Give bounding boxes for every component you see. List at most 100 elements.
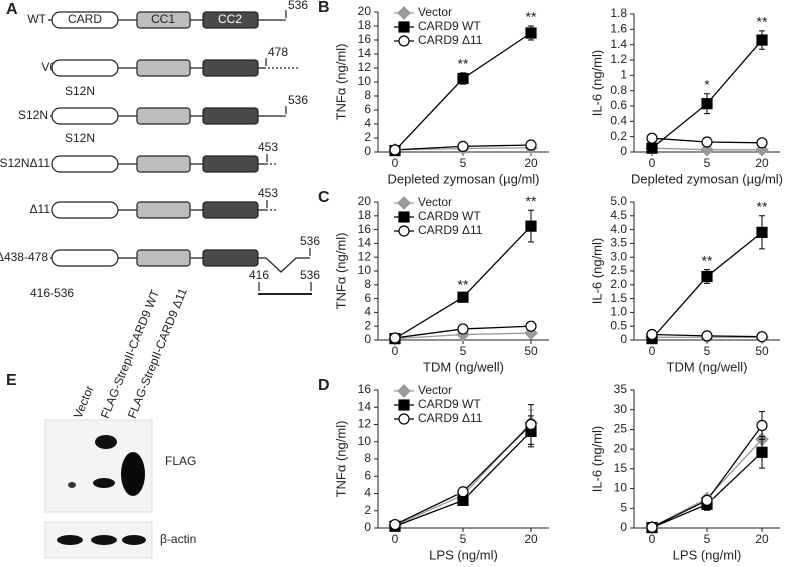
- y-tick-label: 0: [364, 520, 371, 534]
- legend-marker: [398, 21, 410, 33]
- card-domain: [51, 11, 119, 29]
- marker: [701, 270, 713, 283]
- y-tick-label: 8: [364, 277, 371, 291]
- end-label: 536: [300, 234, 320, 248]
- y-tick-label: 3.0: [610, 249, 627, 263]
- domain-label: CARD: [68, 12, 102, 26]
- marker: [701, 330, 713, 342]
- cc1-domain: [136, 249, 191, 267]
- y-tick-label: 0.8: [610, 83, 627, 97]
- y-tick-label: 0.5: [610, 318, 627, 332]
- card-domain: [51, 155, 119, 173]
- construct-name: S12N: [18, 108, 48, 122]
- card-domain: [51, 201, 119, 219]
- significance: **: [458, 56, 469, 72]
- y-tick-label: 6: [364, 468, 371, 482]
- band: [122, 535, 146, 545]
- row-label: β-actin: [160, 532, 196, 546]
- x-axis-label: Depleted zymosan (µg/ml): [388, 171, 540, 186]
- end-label: 536: [300, 268, 320, 282]
- y-tick-label: 14: [358, 399, 372, 413]
- y-tick-label: 6: [364, 102, 371, 116]
- legend-label: CARD9 WT: [418, 397, 481, 411]
- series-line: [394, 422, 532, 527]
- y-tick-label: 6: [364, 291, 371, 305]
- significance: **: [757, 199, 768, 215]
- mutation-label: S12N: [65, 84, 95, 98]
- marker: [389, 144, 401, 156]
- x-axis-label: LPS (ng/ml): [673, 547, 742, 562]
- y-tick-label: 2: [364, 130, 371, 144]
- panel-label: C: [318, 189, 330, 206]
- significance: **: [526, 193, 537, 209]
- y-tick-label: 20: [614, 441, 628, 455]
- y-tick-label: 20: [358, 4, 372, 18]
- legend-marker: [397, 384, 411, 398]
- x-tick-label: 5: [704, 344, 711, 358]
- legend-marker: [398, 35, 410, 47]
- significance: *: [704, 76, 710, 92]
- significance: **: [458, 276, 469, 292]
- x-tick-label: 5: [704, 156, 711, 170]
- y-axis-label: TNFα (ng/ml): [333, 421, 348, 498]
- x-axis-label: Depleted zymosan (µg/ml): [631, 171, 783, 186]
- y-tick-label: 1.2: [610, 52, 627, 66]
- marker: [756, 446, 768, 458]
- marker: [701, 136, 713, 148]
- y-tick-label: 5: [620, 500, 627, 514]
- marker: [646, 142, 658, 154]
- series-line: [651, 451, 763, 529]
- y-tick-label: 16: [358, 382, 372, 396]
- legend-label: CARD9 WT: [418, 209, 481, 223]
- construct-name: Δ11: [30, 202, 51, 216]
- construct-name: Δ438-478: [0, 250, 48, 264]
- y-tick-label: 0: [620, 144, 627, 158]
- y-tick-label: 18: [358, 18, 372, 32]
- band: [121, 452, 145, 496]
- panel-label: D: [318, 377, 330, 394]
- legend-marker: [398, 211, 410, 223]
- y-tick-label: 3.5: [610, 236, 627, 250]
- y-tick-label: 10: [358, 263, 372, 277]
- end-label: 453: [258, 140, 278, 154]
- marker: [701, 494, 713, 506]
- legend-label: CARD9 WT: [418, 19, 481, 33]
- y-tick-label: 4: [364, 116, 371, 130]
- marker: [646, 328, 658, 341]
- cc1-domain: [136, 107, 191, 125]
- legend-label: Vector: [418, 383, 452, 397]
- legend-label: CARD9 Δ11: [418, 223, 483, 237]
- y-tick-label: 0: [620, 332, 627, 346]
- legend-label: CARD9 Δ11: [418, 411, 483, 425]
- y-tick-label: 4.0: [610, 222, 627, 236]
- y-tick-label: 14: [358, 46, 372, 60]
- construct-name: WT: [27, 12, 46, 26]
- y-tick-label: 8: [364, 451, 371, 465]
- band: [57, 535, 83, 545]
- domain-label: CC1: [151, 12, 175, 26]
- diagram: A WT CARD CC1 CC2 536 V6 478 S12N S12N 5…: [0, 0, 320, 300]
- y-axis-label: IL-6 (ng/ml): [589, 50, 604, 116]
- marker: [525, 139, 537, 151]
- legend-marker: [398, 413, 410, 425]
- y-tick-label: 16: [358, 32, 372, 46]
- marker: [525, 418, 537, 431]
- x-tick-label: 0: [649, 532, 656, 546]
- domain-label: CC2: [218, 12, 242, 26]
- y-axis-label: TNFα (ng/ml): [333, 44, 348, 121]
- y-axis-label: IL-6 (ng/ml): [589, 238, 604, 304]
- y-tick-label: 35: [614, 382, 628, 396]
- y-tick-label: 30: [614, 402, 628, 416]
- x-axis-label: TDM (ng/well): [667, 359, 748, 374]
- x-tick-label: 20: [755, 156, 769, 170]
- y-tick-label: 10: [358, 74, 372, 88]
- x-tick-label: 5: [460, 532, 467, 546]
- series-line: [394, 424, 532, 526]
- y-tick-label: 1.8: [610, 6, 627, 20]
- end-label: 536: [288, 93, 308, 107]
- marker: [756, 419, 768, 432]
- construct-line: [50, 257, 310, 273]
- y-tick-label: 15: [614, 461, 628, 475]
- panel-label: A: [6, 1, 18, 18]
- y-tick-label: 25: [614, 422, 628, 436]
